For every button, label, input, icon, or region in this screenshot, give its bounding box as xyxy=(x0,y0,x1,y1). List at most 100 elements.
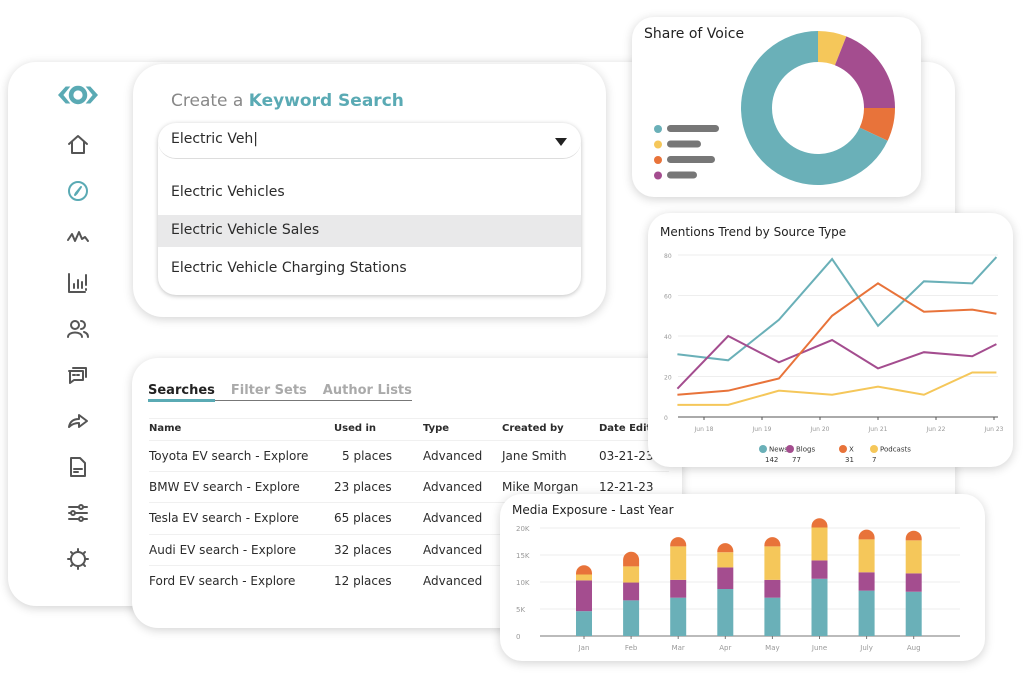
donut-slice xyxy=(859,108,895,141)
chart-title: Media Exposure - Last Year xyxy=(512,503,674,517)
tab-filter-sets[interactable]: Filter Sets xyxy=(230,383,307,398)
tab-searches[interactable]: Searches xyxy=(148,383,215,402)
table-row[interactable]: Audi EV search - Explore 32 places Advance… xyxy=(149,533,669,565)
legend-marker xyxy=(786,445,794,453)
line-chart: 0 20 40 60 80 Jun 18 Jun 19 Jun 20 Jun 21 Jun 22 J… xyxy=(664,253,1004,464)
bar-segment xyxy=(811,578,828,636)
mentions-trend-card: Mentions Trend by Source Type 0 20 40 60 80 J… xyxy=(648,213,1013,467)
share-of-voice-card: Share of Voice xyxy=(632,17,921,197)
keyword-search-card: Create a Keyword Search Electric Veh| El… xyxy=(133,64,606,317)
bar-segment xyxy=(905,530,922,541)
table-cell: Advanced xyxy=(423,573,483,588)
sidebar-item-gear[interactable] xyxy=(58,547,98,571)
bar-segment xyxy=(576,611,592,636)
sidebar-item-compass[interactable] xyxy=(58,179,98,203)
media-exposure-card: Media Exposure - Last Year 0 5K 10K 15K 20K J… xyxy=(500,494,985,661)
dropdown-option[interactable]: Electric Vehicle Charging Stations xyxy=(171,260,407,276)
legend-label: News xyxy=(769,446,788,454)
donut-slice xyxy=(741,31,888,185)
x-tick-label: June xyxy=(811,644,827,652)
table-cell: Ford EV search - Explore xyxy=(149,573,296,588)
table-row[interactable]: BMW EV search - Explore 23 places Advanced… xyxy=(149,471,669,502)
sidebar-item-users[interactable] xyxy=(58,317,98,341)
bar-segment xyxy=(858,529,875,540)
table-cell: 12 places xyxy=(334,573,392,588)
keyword-input[interactable]: Electric Veh| xyxy=(158,123,581,159)
bar-segment xyxy=(905,573,922,592)
bar-segment xyxy=(717,589,734,636)
x-tick-label: Jun 23 xyxy=(984,426,1004,433)
x-tick-label: Jan xyxy=(578,644,590,652)
table-cell: Toyota EV search - Explore xyxy=(149,449,309,463)
bar-chart-alert-icon xyxy=(68,273,87,293)
legend-label: Podcasts xyxy=(880,446,911,454)
document-icon xyxy=(70,457,86,477)
table-cell: Advanced xyxy=(423,511,483,526)
legend-total: 77 xyxy=(792,456,801,464)
legend-marker xyxy=(870,445,878,453)
compass-icon xyxy=(68,181,88,201)
bar-segment xyxy=(717,543,734,553)
donut-slice xyxy=(818,31,847,66)
sidebar-item-sliders[interactable] xyxy=(58,501,98,525)
series-line-podcasts xyxy=(677,371,997,406)
bar-segment xyxy=(811,518,828,528)
bar-segment xyxy=(764,579,781,598)
table-row[interactable]: Toyota EV search - Explore 5 places Advanc… xyxy=(149,440,669,471)
y-tick-label: 80 xyxy=(664,253,672,260)
sidebar-item-share-arrow[interactable] xyxy=(58,409,98,433)
legend-marker xyxy=(654,125,662,133)
table-row[interactable]: Tesla EV search - Explore 65 places Advanc… xyxy=(149,502,669,533)
bar-segment xyxy=(670,546,687,580)
bar-segment xyxy=(905,591,922,636)
x-tick-label: Feb xyxy=(625,644,638,652)
legend-total: 7 xyxy=(872,456,876,464)
legend-marker xyxy=(759,445,767,453)
share-arrow-icon xyxy=(68,414,88,428)
legend-label: Blogs xyxy=(796,446,815,454)
x-tick-label: July xyxy=(859,644,873,652)
donut-chart xyxy=(654,31,895,185)
stacked-bar-chart: 0 5K 10K 15K 20K Jan Feb Mar Apr May June July Aug xyxy=(516,518,960,652)
legend-total: 31 xyxy=(845,456,854,464)
legend-marker xyxy=(654,140,662,149)
sidebar-item-document[interactable] xyxy=(58,455,98,479)
bar-segment xyxy=(764,537,781,547)
sidebar-item-bar-chart-alert[interactable] xyxy=(58,271,98,295)
column-header: Created by xyxy=(502,423,564,434)
series-line-blogs xyxy=(676,334,997,390)
bar-segment xyxy=(764,546,781,580)
table-row[interactable]: Ford EV search - Explore 12 places Advance… xyxy=(149,564,669,596)
y-tick-label: 5K xyxy=(516,606,525,614)
table-cell: Tesla EV search - Explore xyxy=(149,511,299,526)
sidebar-item-home[interactable] xyxy=(58,133,98,157)
legend-label-redacted xyxy=(667,140,701,148)
caret-down-icon[interactable] xyxy=(555,138,567,146)
dropdown-option[interactable]: Electric Vehicles xyxy=(171,184,285,200)
dropdown-option-highlighted[interactable]: Electric Vehicle Sales xyxy=(158,215,581,247)
x-tick-label: Aug xyxy=(907,644,921,652)
keyword-dropdown[interactable]: Electric Veh| Electric Vehicles Electric… xyxy=(158,123,581,295)
legend-marker xyxy=(654,171,662,180)
legend-total: 142 xyxy=(765,456,778,464)
sidebar-item-messages[interactable] xyxy=(58,363,98,387)
messages-icon xyxy=(68,367,87,384)
y-tick-label: 20K xyxy=(516,525,530,533)
table-cell: 23 places xyxy=(334,480,392,495)
y-tick-label: 60 xyxy=(664,294,672,301)
bar-segment xyxy=(858,539,875,573)
sidebar-item-pulse[interactable] xyxy=(58,225,98,249)
bar-segment xyxy=(623,566,640,583)
bar-segment xyxy=(811,527,828,561)
bar-segment xyxy=(623,600,640,636)
y-tick-label: 10K xyxy=(516,579,530,587)
home-icon xyxy=(68,135,88,154)
pulse-icon xyxy=(67,231,89,242)
column-header: Name xyxy=(149,423,182,434)
table-cell: Mike Morgan xyxy=(502,480,579,495)
column-header: Used in xyxy=(334,423,377,434)
tab-author-lists[interactable]: Author Lists xyxy=(322,383,412,398)
bar-segment xyxy=(858,590,875,636)
x-tick-label: Jun 19 xyxy=(752,426,772,433)
eye-logo[interactable] xyxy=(58,82,98,108)
